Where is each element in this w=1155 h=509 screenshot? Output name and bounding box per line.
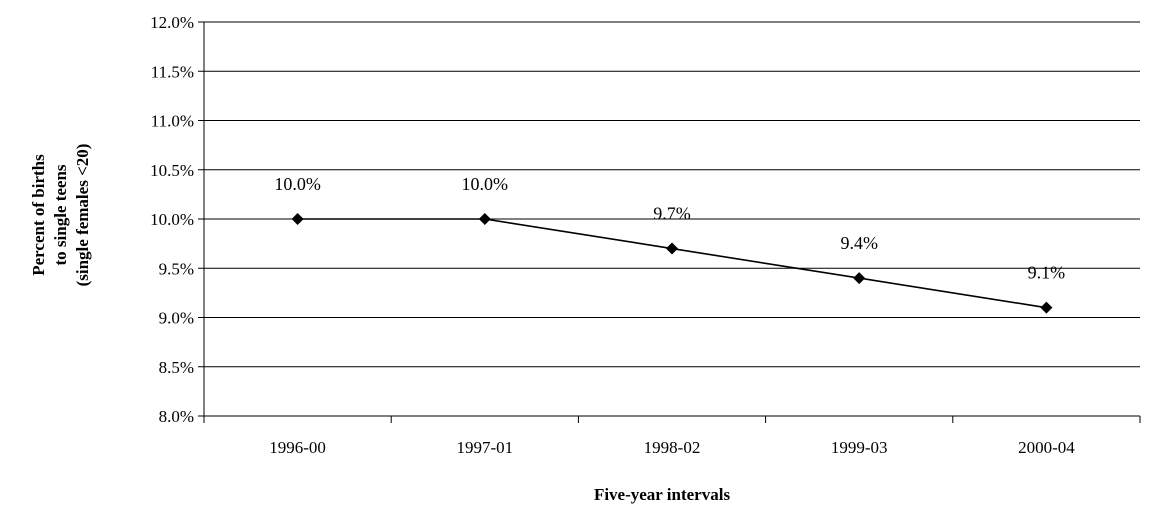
x-tick-label: 1998-02	[644, 438, 701, 457]
data-point-marker	[291, 213, 304, 225]
data-label: 10.0%	[462, 174, 509, 194]
y-axis-title-line-3: (single females <20)	[73, 144, 92, 287]
x-tick-label: 1997-01	[456, 438, 513, 457]
y-tick-label: 9.0%	[159, 309, 194, 328]
data-point-marker	[666, 242, 678, 255]
data-point-marker	[478, 213, 491, 225]
data-label: 9.1%	[1028, 263, 1066, 283]
data-labels: 10.0% 10.0% 9.7% 9.4% 9.1%	[274, 174, 1065, 283]
x-axis-title: Five-year intervals	[594, 485, 731, 504]
y-tick-label: 12.0%	[150, 13, 194, 32]
y-axis-title: Percent of births to single teens (singl…	[29, 144, 92, 287]
y-axis-title-line-2: to single teens	[51, 164, 70, 265]
y-axis-title-line-1: Percent of births	[29, 154, 48, 276]
y-axis-ticks: 8.0% 8.5% 9.0% 9.5% 10.0% 10.5% 11.0% 11.5% 12.0…	[150, 13, 204, 426]
y-tick-label: 9.5%	[159, 259, 194, 278]
x-tick-label: 1999-03	[831, 438, 888, 457]
data-label: 9.7%	[653, 204, 691, 224]
x-tick-label: 1996-00	[269, 438, 326, 457]
x-axis: 1996-00 1997-01 1998-02 1999-03 2000-04	[203, 415, 1141, 457]
y-tick-label: 11.5%	[151, 62, 194, 81]
x-tick-label: 2000-04	[1018, 438, 1075, 457]
y-tick-label: 8.0%	[159, 407, 194, 426]
series-line	[297, 218, 1047, 309]
y-tick-label: 10.0%	[150, 210, 194, 229]
series-line	[291, 213, 1053, 314]
y-tick-label: 8.5%	[159, 358, 194, 377]
data-label: 9.4%	[840, 233, 878, 253]
y-tick-label: 10.5%	[150, 161, 194, 180]
data-point-marker	[853, 272, 866, 285]
data-label: 10.0%	[274, 174, 321, 194]
data-point-marker	[1040, 301, 1053, 314]
y-tick-label: 11.0%	[151, 112, 194, 131]
